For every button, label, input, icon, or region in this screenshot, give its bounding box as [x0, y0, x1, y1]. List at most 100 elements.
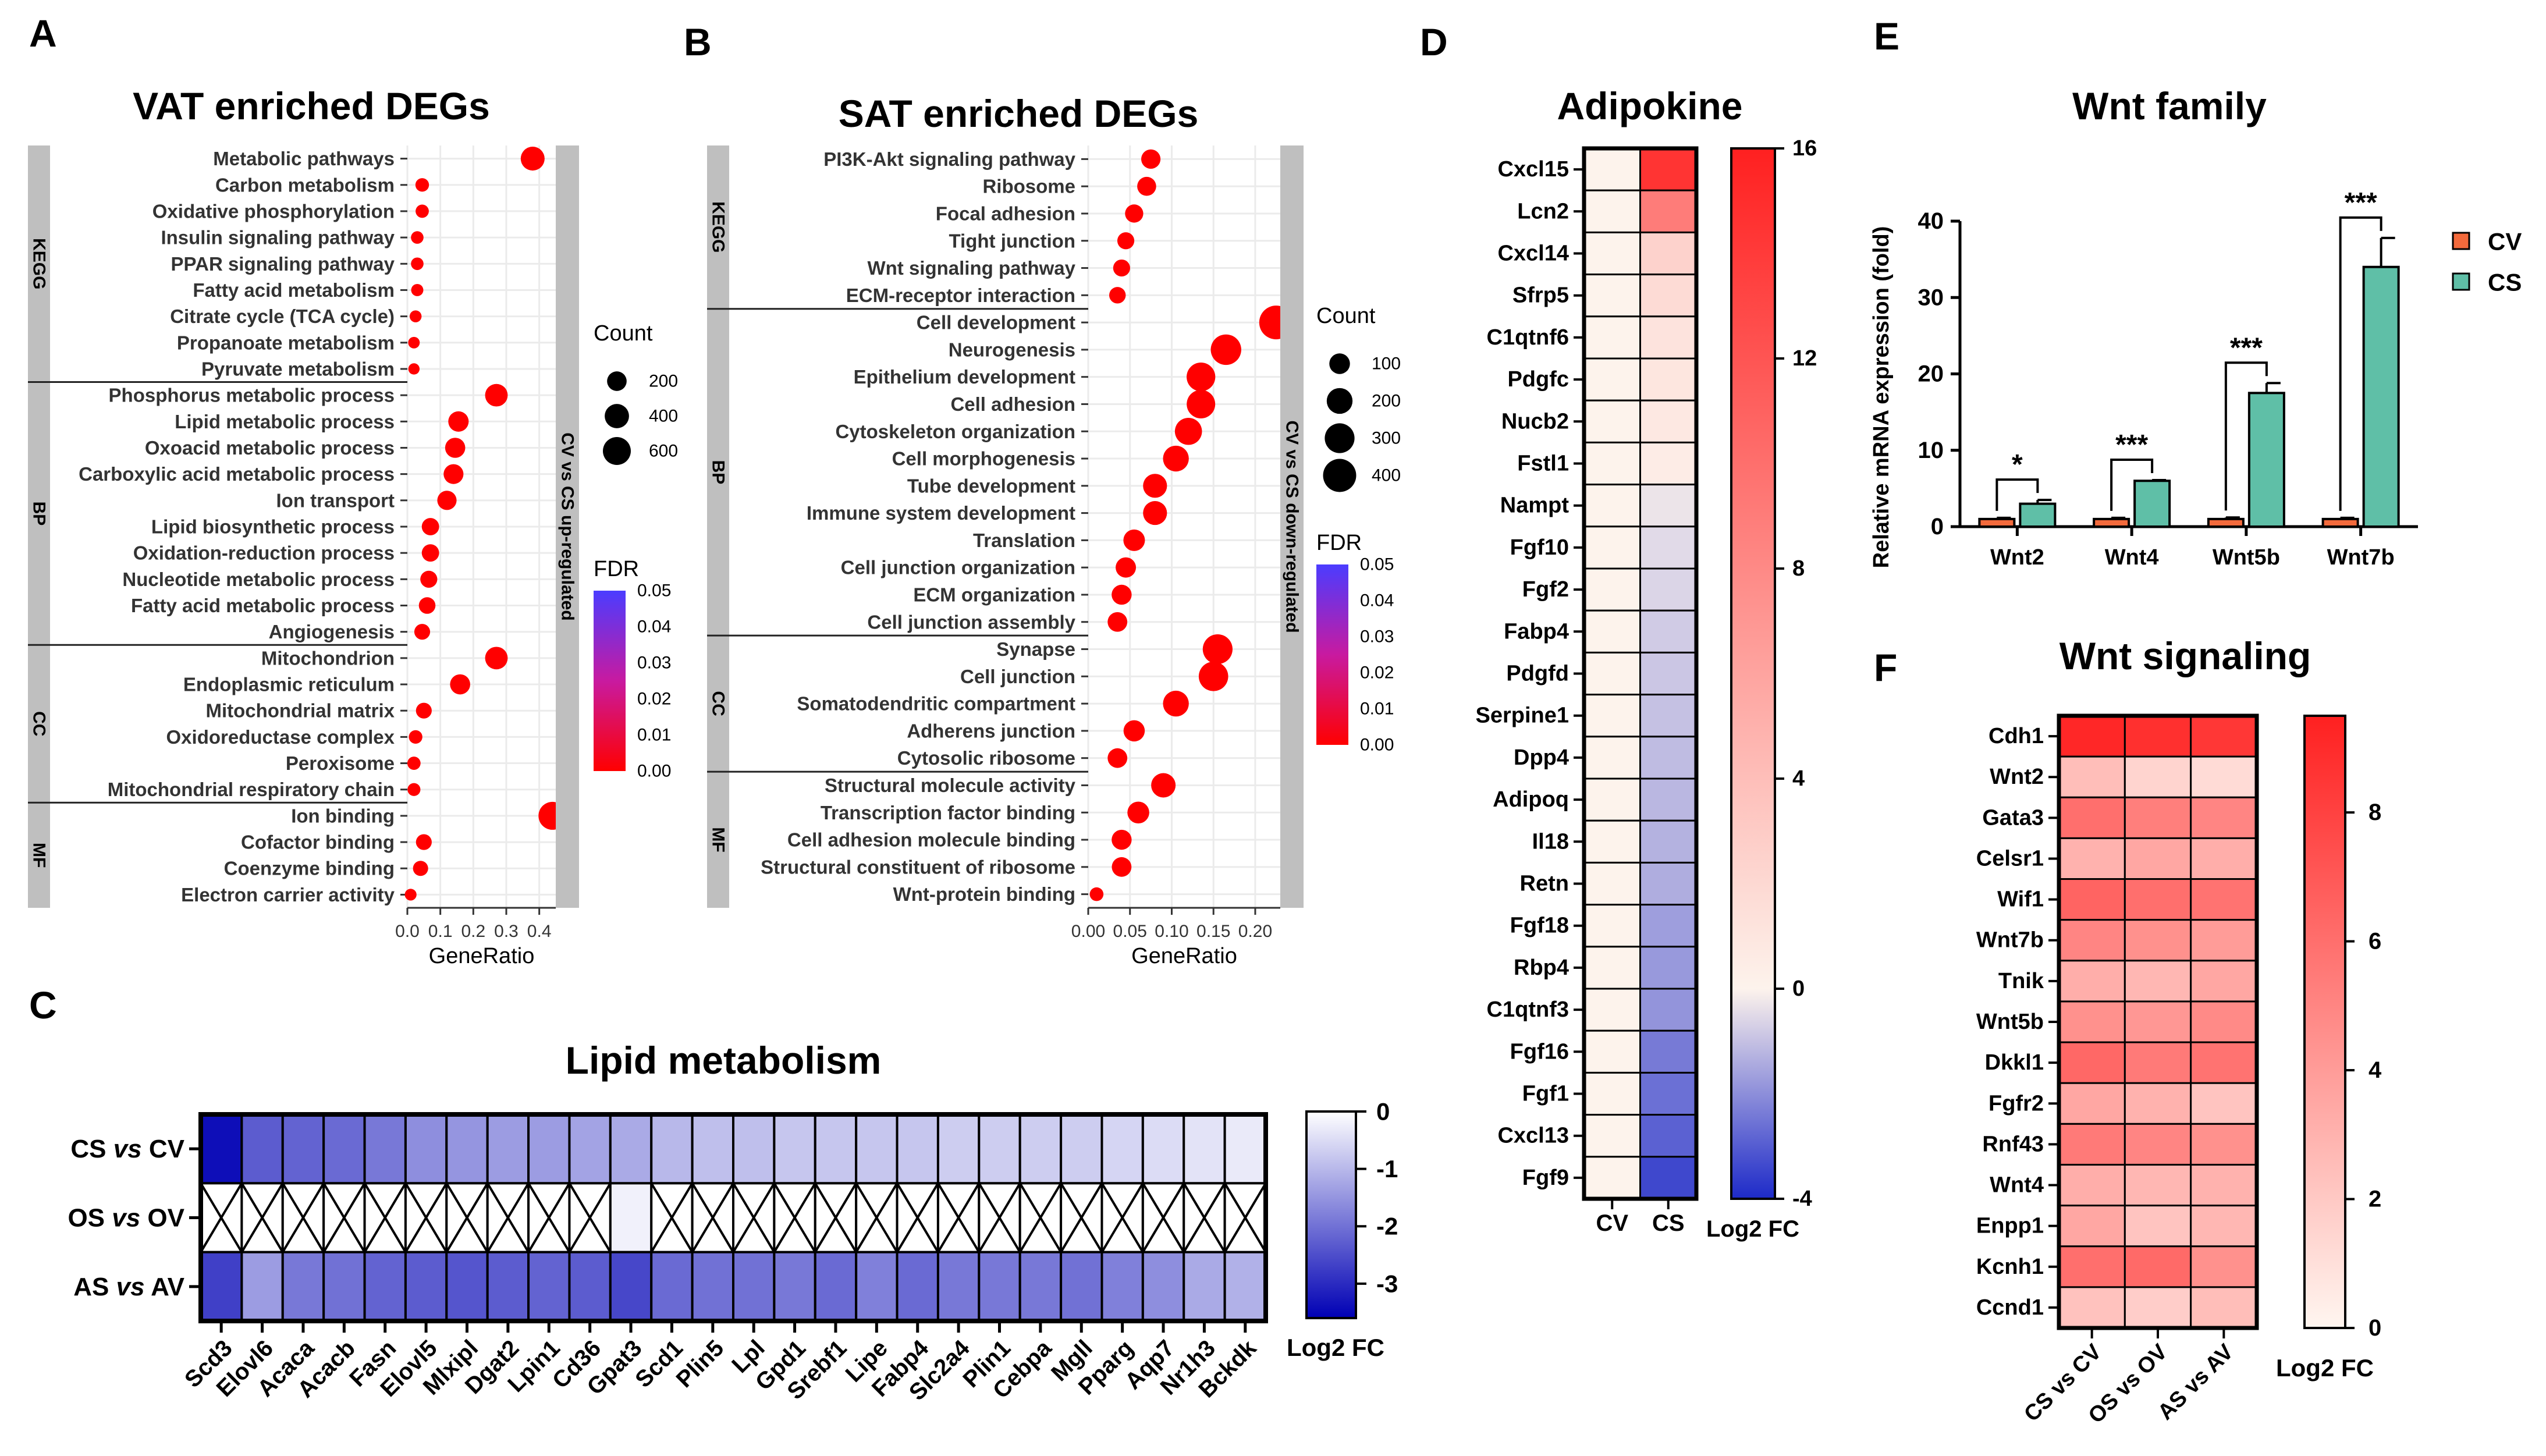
- size-legend-title: Count: [594, 321, 653, 346]
- x-tick-label: 0.15: [1196, 922, 1230, 941]
- heatmap-cell: [691, 1251, 734, 1323]
- x-tick-label: 0.05: [1113, 922, 1147, 941]
- heatmap-cell: [2124, 837, 2192, 880]
- heatmap-cell: [1639, 274, 1698, 318]
- group-label: CC: [30, 711, 49, 736]
- term-label: Cytosolic ribosome: [897, 747, 1075, 769]
- data-point: [409, 730, 422, 744]
- heatmap-cell: [240, 1251, 284, 1323]
- group-strip: [707, 635, 729, 772]
- row-label: Pdgfc: [1507, 367, 1569, 392]
- row-label: Adipoq: [1493, 787, 1569, 812]
- data-point: [1143, 501, 1167, 525]
- data-point: [1127, 801, 1149, 824]
- heatmap-cell: [1639, 441, 1698, 486]
- heatmap-cell: [1639, 189, 1698, 233]
- colorbar-tick-label: 12: [1792, 346, 1817, 371]
- term-label: Peroxisome: [286, 752, 395, 774]
- heatmap-panel-f: Wnt signaling Cdh1 Wnt2 Gata3 Celsr1 Wif1 Wnt7…: [1976, 634, 2382, 1428]
- term-label: Electron carrier activity: [181, 884, 395, 905]
- y-tick-label: 20: [1918, 361, 1944, 387]
- colorbar: [1305, 1110, 1357, 1319]
- heatmap-cell: [896, 1251, 939, 1323]
- data-point: [1112, 829, 1132, 850]
- heatmap-cell: [1060, 1251, 1103, 1323]
- row-label: Rbp4: [1514, 956, 1569, 980]
- row-label: Fgf1: [1522, 1082, 1569, 1106]
- col-label: Plin5: [672, 1335, 729, 1393]
- heatmap-cell: [1639, 357, 1698, 402]
- data-point: [437, 491, 457, 510]
- heatmap-title: Wnt signaling: [2059, 634, 2311, 677]
- row-label: Nucb2: [1501, 409, 1569, 434]
- heatmap-cell: [650, 1251, 694, 1323]
- size-legend-dot: [1329, 353, 1350, 374]
- term-label: Insulin signaling pathway: [161, 227, 395, 248]
- size-legend-label: 200: [649, 372, 678, 391]
- data-point: [407, 783, 421, 796]
- term-label: Ion transport: [276, 489, 395, 511]
- row-label: Cxcl13: [1497, 1124, 1569, 1148]
- panel-letter-f: F: [1874, 646, 1897, 689]
- missing-cross: [732, 1182, 776, 1253]
- term-label: Focal adhesion: [936, 203, 1075, 224]
- heatmap-cell: [240, 1113, 284, 1185]
- data-point: [407, 757, 421, 770]
- heatmap-cell: [2190, 919, 2258, 962]
- heatmap-cell: [936, 1251, 981, 1323]
- data-point: [448, 411, 469, 432]
- heatmap-cell: [1583, 861, 1641, 906]
- heatmap-cell: [1100, 1113, 1144, 1185]
- row-label: Kcnh1: [1976, 1255, 2044, 1279]
- x-tick-label: Wnt4: [2105, 545, 2159, 570]
- heatmap-cell: [486, 1251, 530, 1323]
- heatmap-cell: [732, 1251, 776, 1323]
- data-point: [411, 257, 424, 271]
- color-legend-tick: 0.01: [1360, 699, 1394, 719]
- heatmap-cell: [2124, 919, 2192, 962]
- x-axis-label: GeneRatio: [1131, 944, 1237, 968]
- bar-cs: [2133, 480, 2171, 528]
- heatmap-cell: [691, 1113, 734, 1185]
- row-label-suffix: OV: [140, 1203, 184, 1232]
- heatmap-cell: [1018, 1113, 1063, 1185]
- heatmap-cell: [2124, 715, 2192, 758]
- heatmap-cell: [2124, 755, 2192, 798]
- color-legend-title: FDR: [1316, 531, 1362, 555]
- group-label: BP: [30, 502, 49, 526]
- heatmap-title: Lipid metabolism: [566, 1039, 882, 1082]
- size-legend-dot: [605, 404, 629, 428]
- heatmap-cell: [2058, 878, 2126, 921]
- side-strip: [1280, 145, 1304, 908]
- data-point: [408, 363, 420, 375]
- data-point: [1143, 474, 1167, 498]
- row-label-prefix: OS: [68, 1203, 112, 1232]
- dotplot-panel-a: VAT enriched DEGs KEGG BP CC MF Metabolic pat…: [28, 84, 678, 968]
- heatmap-cell: [814, 1251, 858, 1323]
- missing-cross: [978, 1182, 1021, 1253]
- missing-cross: [363, 1182, 407, 1253]
- bar-cs: [2362, 265, 2400, 528]
- data-point: [413, 861, 428, 876]
- term-label: Tight junction: [949, 230, 1075, 251]
- dotplot-title: SAT enriched DEGs: [839, 92, 1199, 135]
- heatmap-cell: [1583, 1029, 1641, 1074]
- row-label: Fgfr2: [1988, 1091, 2044, 1116]
- missing-cross: [527, 1182, 571, 1253]
- row-label: Pdgfd: [1506, 662, 1569, 686]
- heatmap-cell: [1583, 904, 1641, 948]
- missing-cross: [568, 1182, 612, 1253]
- x-tick-label: 0.1: [428, 922, 453, 941]
- significance-bracket: [2224, 361, 2268, 511]
- bar-cs: [2247, 392, 2285, 528]
- term-label: ECM organization: [913, 584, 1075, 605]
- missing-cross: [1060, 1182, 1103, 1253]
- colorbar: [2303, 715, 2346, 1329]
- heatmap-cell: [2124, 1163, 2192, 1207]
- heatmap-cell: [2190, 1000, 2258, 1043]
- heatmap-cell: [1583, 1156, 1641, 1200]
- bar-cv: [1978, 517, 2016, 528]
- term-label: Transcription factor binding: [821, 802, 1075, 823]
- data-point: [1112, 857, 1132, 877]
- heatmap-cell: [936, 1113, 981, 1185]
